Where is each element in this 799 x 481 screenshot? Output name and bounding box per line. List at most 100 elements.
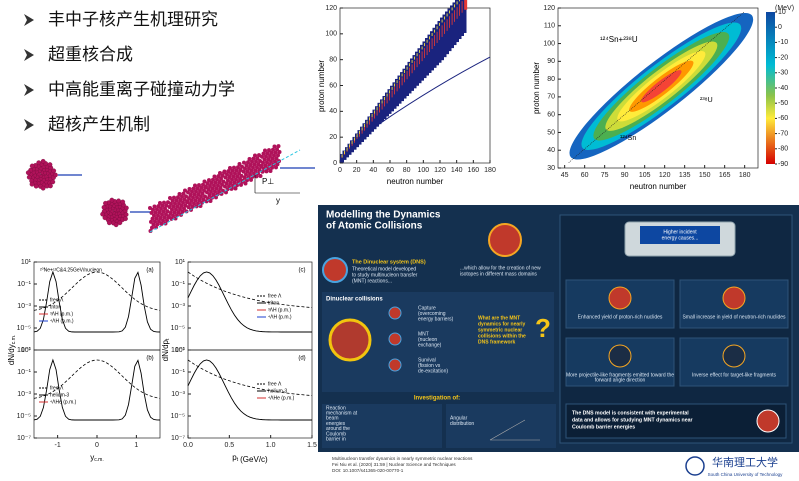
colorbar-tick-label: -10: [778, 39, 788, 46]
nucleon: [223, 184, 227, 189]
nucleon: [165, 218, 169, 223]
nucleon: [238, 167, 243, 172]
nuclide-band: [342, 150, 347, 160]
nucleon: [36, 160, 42, 166]
x-tick-label: 80: [403, 167, 411, 174]
legend-label: free Λ: [50, 297, 64, 303]
nuclide-band: [440, 17, 444, 61]
nucleon: [154, 216, 159, 221]
nucleon: [227, 175, 232, 180]
x-tick-label: 40: [369, 167, 377, 174]
nuclide-band: [402, 68, 407, 99]
nucleon: [235, 174, 240, 179]
nucleon: [231, 183, 235, 188]
panel-tag: (b): [146, 356, 153, 362]
step-text: exchange): [418, 342, 442, 348]
inv-text: mechanism at: [326, 411, 358, 417]
y-tick-label: 50: [547, 129, 555, 136]
effect-icon: [722, 286, 746, 310]
x-tick-label: 165: [719, 172, 731, 179]
y-tick-label: 80: [547, 76, 555, 83]
nucleon: [186, 190, 190, 195]
nucleon: [183, 203, 188, 208]
nucleon: [106, 220, 112, 226]
nucleon: [167, 214, 171, 219]
nucleon: [250, 159, 254, 164]
nucleon: [217, 180, 222, 185]
colorbar-unit: (MeV): [775, 5, 794, 12]
nucleon: [248, 172, 252, 176]
pt-label: P⊥: [262, 177, 274, 186]
y-tick-label: 90: [547, 58, 555, 65]
y-tick-label: 20: [329, 134, 337, 141]
nucleon: [272, 144, 277, 149]
y-tick-label: 100: [325, 31, 337, 38]
question-text: dynamics for nearly: [478, 321, 525, 327]
nucleon: [265, 151, 270, 156]
nucleon: [177, 201, 181, 206]
nucleon: [244, 163, 249, 168]
label-part: dN/dp: [161, 339, 170, 361]
nucleon: [251, 156, 256, 161]
nucleon: [221, 188, 225, 193]
inv-text: around the: [326, 426, 350, 432]
step-text: (overcoming: [418, 311, 446, 317]
y-tick-label: 10⁻⁵: [17, 413, 31, 420]
step-nuclei: [388, 306, 402, 320]
plot-frame: [557, 7, 759, 169]
legend-label: ⁴ΛHe (p.m.): [268, 395, 295, 401]
nucleon: [171, 204, 176, 209]
nucleon: [33, 183, 39, 189]
y-tick-label: 10⁻³: [171, 303, 185, 310]
nucleon: [167, 205, 172, 210]
nucleon: [238, 177, 242, 181]
effect-icon: [608, 286, 632, 310]
y-axis-label: proton number: [317, 60, 326, 112]
x-axis-label: neutron number: [630, 182, 687, 191]
conclusion-text: The DNS model is consistent with experim…: [572, 410, 689, 416]
nucleon: [169, 201, 173, 206]
nucleon: [181, 200, 185, 205]
curve: [187, 359, 313, 396]
colorbar-tick-label: -80: [778, 146, 788, 153]
nucleon: [199, 194, 203, 199]
bullet-arrow: [24, 14, 34, 26]
nuclide-band: [462, 0, 467, 33]
nuclide-band: [432, 27, 437, 68]
investigation-title: Investigation of:: [414, 396, 460, 402]
nuclide-band: [457, 0, 462, 40]
colorbar-tick-label: 0: [778, 24, 782, 31]
y-tick-label: 10⁻⁵: [17, 325, 31, 332]
nuclide-band: [400, 72, 404, 102]
nucleon: [239, 182, 243, 187]
nucleon: [149, 210, 154, 215]
step-nuclei: [388, 332, 402, 346]
y-tick-label: 10⁻⁵: [171, 325, 185, 332]
nuclide-band: [345, 147, 349, 158]
nucleon: [233, 186, 238, 191]
y-tick-label: 10¹: [21, 347, 32, 354]
bullet-text: 超重核合成: [48, 45, 133, 65]
nucleon: [209, 189, 213, 194]
nucleon: [256, 162, 261, 167]
nucleon: [268, 168, 273, 173]
nucleon: [150, 225, 154, 230]
nucleon: [228, 180, 233, 185]
nucleon: [192, 192, 197, 197]
nucleon: [264, 154, 268, 159]
nucleon: [223, 175, 228, 180]
x-tick-label: 60: [581, 172, 589, 179]
x-tick-label: 0: [95, 442, 99, 449]
y-tick-label: 10⁻⁵: [171, 413, 185, 420]
nucleon: [228, 166, 232, 170]
device-screen: [640, 226, 720, 244]
x-tick-label: 20: [353, 167, 361, 174]
conclusion-text: data and allows for studying MNT dynamic…: [572, 417, 693, 423]
nuclide-band: [350, 140, 354, 153]
nucleon: [269, 159, 273, 164]
nucleon: [149, 219, 153, 224]
nucleon: [224, 181, 229, 186]
colorbar-tick-label: -50: [778, 100, 788, 107]
nucleon: [213, 189, 217, 194]
